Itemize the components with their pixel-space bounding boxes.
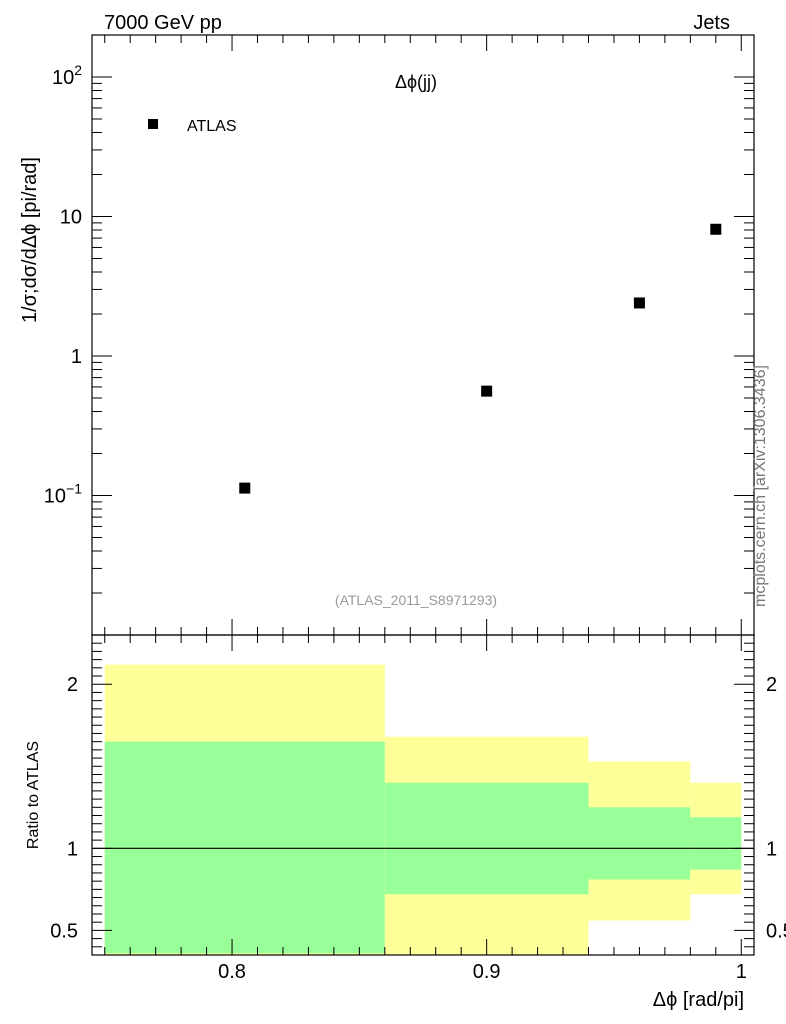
data-point-2 (633, 297, 645, 309)
data-point-0 (239, 482, 251, 494)
data-point-3 (710, 223, 722, 235)
ratio-y-tick-label-left-0: 0.5 (50, 920, 78, 942)
header-left: 7000 GeV pp (104, 12, 222, 34)
ratio-plot-frame (91, 634, 755, 956)
main-y-tick-label-3: 102 (52, 62, 82, 89)
x-tick-label-1: 0.9 (473, 961, 501, 983)
ratio-inner-band-0 (104, 741, 385, 954)
data-point-1 (481, 385, 493, 397)
ratio-y-tick-label-right-0: 0.5 (766, 920, 786, 942)
ratio-bands (92, 664, 754, 955)
ratio-inner-band-2 (588, 807, 691, 880)
ratio-y-tick-label-right-2: 2 (766, 674, 777, 696)
main-y-tick-label-2: 10 (60, 206, 82, 228)
data-markers (239, 223, 722, 494)
x-axis-label: Δϕ [rad/pi] (653, 989, 744, 1011)
plot-title: Δϕ(jj) (395, 72, 437, 92)
tick-labels: 10−1 1 10 102 0.5 0.5 1 1 2 2 0.8 0.9 1 (44, 62, 786, 983)
ratio-y-tick-label-left-2: 2 (67, 674, 78, 696)
ratio-y-tick-label-right-1: 1 (766, 838, 777, 860)
side-label: mcplots.cern.ch [arXiv:1306.3436] (752, 365, 769, 607)
legend-marker (148, 119, 158, 129)
x-tick-label-2: 1 (736, 961, 747, 983)
plot-subtitle: (ATLAS_2011_S8971293) (335, 592, 497, 608)
ratio-inner-band-3 (690, 817, 742, 870)
main-y-tick-label-1: 1 (71, 346, 82, 368)
ratio-inner-band-1 (384, 782, 589, 895)
header-right: Jets (693, 12, 730, 34)
main-y-tick-label-0: 10−1 (44, 480, 82, 507)
x-tick-label-0: 0.8 (218, 961, 246, 983)
main-y-axis-label: 1/σ;dσ/dΔϕ [pi/rad] (19, 157, 41, 323)
ratio-y-axis-label: Ratio to ATLAS (25, 741, 42, 849)
legend-label: ATLAS (187, 118, 237, 135)
ratio-y-tick-label-left-1: 1 (67, 838, 78, 860)
axis-ticks (92, 34, 754, 955)
